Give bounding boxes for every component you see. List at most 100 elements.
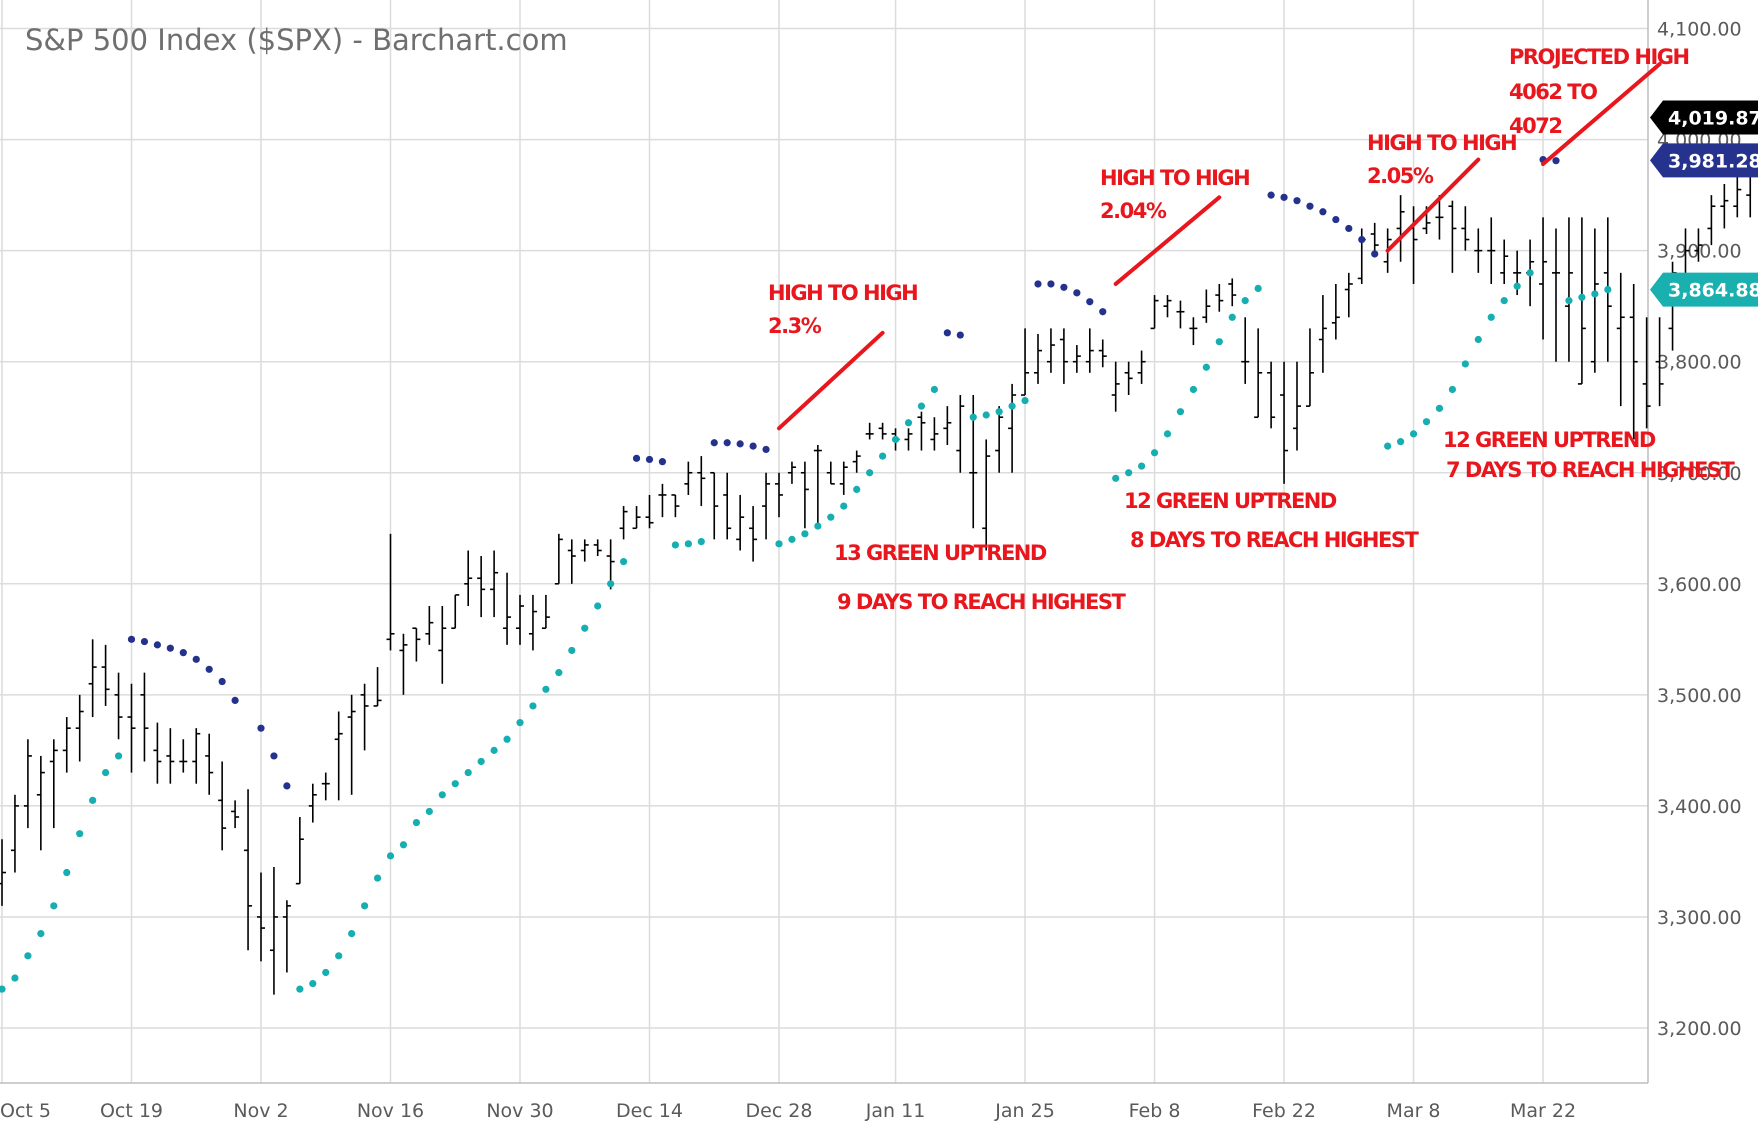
sar-dot	[477, 757, 485, 766]
sar-dot	[1215, 338, 1223, 346]
ohlc-bar	[1189, 317, 1198, 346]
sar-dot	[451, 780, 459, 788]
ohlc-bar	[1137, 350, 1146, 384]
ohlc-bar	[762, 472, 771, 540]
sar-dot	[361, 902, 369, 910]
y-tick-label: 3,400.00	[1657, 796, 1742, 818]
ohlc-bar	[412, 627, 421, 662]
ohlc-bar	[1008, 383, 1017, 473]
ohlc-bar	[373, 667, 382, 707]
ohlc-bar	[464, 550, 473, 607]
sar-dot	[166, 644, 174, 652]
sar-dot	[723, 439, 731, 447]
sar-dot	[1345, 224, 1353, 233]
ohlc-bar	[179, 739, 188, 773]
sar-dot	[1448, 385, 1456, 394]
sar-dot	[218, 677, 226, 686]
sar-dot	[1189, 385, 1197, 394]
ohlc-bar	[930, 417, 939, 451]
sar-dot	[736, 440, 744, 448]
ohlc-bar	[1085, 328, 1094, 373]
x-tick-label: Feb 8	[1129, 1100, 1181, 1122]
ohlc-bar	[218, 761, 227, 851]
sar-dot	[1358, 235, 1366, 244]
sar-dot	[412, 818, 420, 827]
ohlc-bar	[567, 539, 576, 584]
sar-dot	[697, 538, 705, 546]
ohlc-bar	[1176, 300, 1185, 329]
sar-dot	[438, 791, 446, 799]
y-tick-label: 3,800.00	[1657, 352, 1742, 374]
ohlc-bar	[36, 755, 45, 851]
ohlc-bar	[166, 728, 175, 784]
sar-dot	[1397, 438, 1405, 446]
ohlc-bar	[257, 872, 265, 962]
sar-dot	[930, 385, 939, 394]
ohlc-bar	[503, 572, 512, 645]
sar-dot	[866, 469, 874, 477]
sar-dot	[827, 513, 835, 521]
sar-dot	[620, 557, 628, 566]
sar-dot	[50, 902, 58, 910]
ohlc-bar	[0, 839, 6, 906]
ohlc-bar	[658, 483, 667, 518]
ohlc-bar	[451, 594, 460, 630]
sar-dot	[1150, 449, 1159, 457]
annotation-text: 9 DAYS TO REACH HIGHEST	[837, 590, 1126, 614]
ohlc-bar	[1046, 328, 1055, 373]
sar-dot	[335, 952, 343, 960]
annotations: HIGH TO HIGH 2.3% 13 GREEN UPTREND 9 DAY…	[768, 45, 1737, 614]
sar-dot	[490, 746, 498, 754]
ohlc-bar	[671, 494, 680, 518]
sar-dot	[555, 669, 563, 677]
sar-dot	[917, 402, 926, 410]
sar-dot	[373, 874, 382, 882]
ohlc-bar	[1280, 361, 1289, 484]
ohlc-bar	[425, 606, 434, 645]
sar-dot	[1513, 282, 1521, 290]
sar-dot	[296, 985, 304, 993]
sar-dot	[658, 458, 667, 466]
ohlc-bar	[1021, 328, 1030, 396]
sar-dot	[775, 540, 783, 548]
sar-dot	[283, 782, 291, 790]
sar-dot	[1552, 157, 1560, 165]
annotation-text: HIGH TO HIGH	[768, 281, 917, 305]
sar-dot	[684, 540, 692, 548]
ohlc-bar	[878, 422, 887, 440]
sar-dot	[1474, 335, 1482, 344]
ohlc-bar	[995, 406, 1004, 473]
ohlc-bar	[75, 694, 84, 762]
y-tick-label: 4,100.00	[1657, 19, 1742, 41]
annotation-text: 2.05%	[1367, 164, 1434, 188]
ohlc-bar	[360, 683, 369, 751]
ohlc-bar	[49, 739, 58, 829]
sar-dot	[1280, 193, 1288, 201]
sar-dot	[801, 530, 809, 538]
sar-dot	[879, 452, 887, 460]
sar-dot	[1086, 298, 1094, 306]
chart-title: S&P 500 Index ($SPX) - Barchart.com	[25, 23, 568, 57]
sar-dot	[11, 974, 19, 982]
annotation-text: HIGH TO HIGH	[1367, 131, 1516, 155]
ohlc-bar	[852, 450, 861, 473]
sar-dot	[179, 649, 187, 657]
ohlc-bar	[477, 556, 486, 618]
ohlc-bar	[1461, 206, 1470, 251]
sar-dot	[943, 329, 951, 337]
trend-line	[1113, 195, 1222, 286]
sar-dot	[348, 930, 356, 938]
ohlc-bar	[1241, 317, 1250, 384]
ohlc-bar	[593, 539, 602, 557]
ohlc-bar	[1331, 283, 1340, 340]
sar-dot	[1021, 396, 1029, 405]
sar-dot	[891, 435, 900, 444]
ohlc-bar	[114, 672, 123, 740]
y-tick-label: 3,900.00	[1657, 241, 1742, 263]
sar-dot	[153, 641, 161, 649]
ohlc-bar	[1435, 195, 1444, 240]
ohlc-bar	[1111, 361, 1120, 412]
ohlc-bar	[1655, 317, 1664, 407]
ohlc-bar	[775, 472, 783, 518]
